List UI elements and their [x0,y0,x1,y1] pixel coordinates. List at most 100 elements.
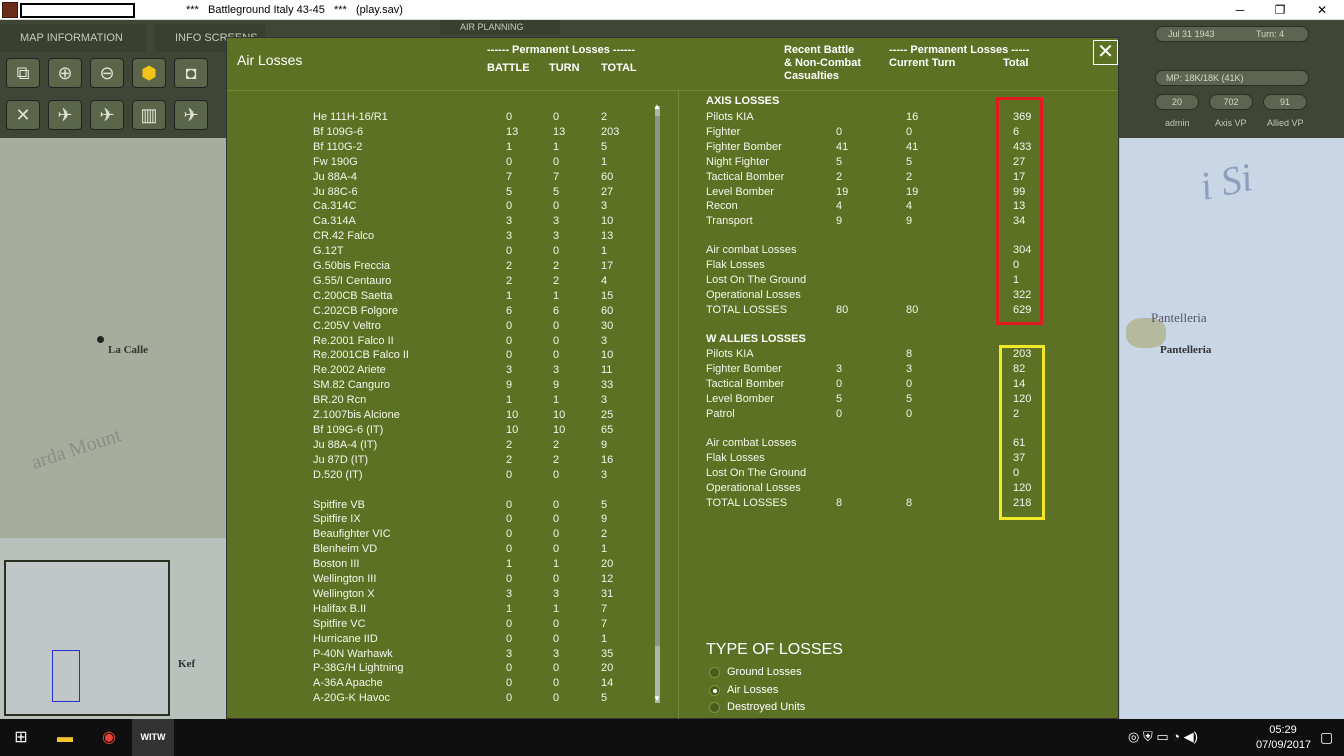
battle-value: 2 [506,260,513,272]
recent-value: 19 [836,185,849,198]
aircraft-name: Bf 110G-2 [313,140,363,153]
total-value: 203 [601,125,620,138]
aircraft-row: SM.82 Canguro 9 9 33 [227,379,667,394]
close-icon[interactable]: ✕ [1093,40,1118,65]
turn-value: 5 [553,185,560,198]
game-taskbar-icon[interactable]: WITW [132,719,174,756]
aircraft-list-scrollbar[interactable] [655,106,660,703]
battle-value: 6 [506,304,513,317]
hex-grid-icon[interactable]: ⬢ [132,58,166,88]
total-value: 6 [1013,125,1020,138]
clock-time[interactable]: 05:29 [1269,724,1297,736]
clock-date[interactable]: 07/09/2017 [1256,739,1312,751]
loss-row: Flak Losses 0 [706,259,1046,274]
radio-dot-icon[interactable] [709,702,720,713]
maximize-button[interactable]: ❐ [1274,3,1286,17]
recent-value: 8 [836,496,843,509]
aircraft-row: Blenheim VD 0 0 1 [227,543,667,558]
battle-value: 2 [506,453,513,466]
chrome-icon[interactable]: ◉ [102,729,116,746]
loss-row: Level Bomber 5 5 120 [706,393,1046,408]
tray-icons[interactable]: ◎ ⛨ ▭ ◔ ◀) [1128,729,1199,744]
air-transfer-icon[interactable]: ✈ [174,100,208,130]
aircraft-row: Bf 109G-6 13 13 203 [227,126,667,141]
scrollbar-thumb[interactable] [655,116,660,646]
tab-air-planning[interactable]: AIR PLANNING [440,20,560,34]
ground-mode-icon[interactable]: ✕ [6,100,40,130]
loss-category: Recon [706,200,738,213]
total-value: 120 [1013,481,1032,494]
radio-dot-icon[interactable] [709,667,720,678]
aircraft-name: Re.2001CB Falco II [313,349,409,362]
radio-ground-losses[interactable]: Ground Losses [709,665,1009,681]
battle-value: 0 [506,692,513,705]
turn-value: 3 [553,587,560,600]
scroll-up-icon[interactable]: ▲ [653,102,661,111]
tab-map-information[interactable]: MAP INFORMATION [0,24,146,52]
redacted-name-box [20,3,135,18]
total-value: 13 [1013,200,1026,213]
total-value: 17 [1013,170,1026,183]
app-icon [2,2,18,18]
unit-stack-icon[interactable]: ◘ [174,58,208,88]
total-value: 1 [601,632,608,645]
col-header-recent-2: & Non-Combat [784,57,861,69]
turn-value: 0 [553,498,560,511]
total-value: 3 [601,334,608,347]
minimap-viewport[interactable] [52,650,80,702]
axis-vp-box: 702 [1209,94,1253,110]
total-value: 9 [601,513,608,526]
aircraft-row: Bf 110G-2 1 1 5 [227,141,667,156]
total-value: 218 [1013,496,1032,509]
file-explorer-icon[interactable]: ▬ [57,729,73,746]
sea-area [1120,138,1344,719]
total-value: 1 [1013,273,1020,286]
loss-category: Lost On The Ground [706,273,807,286]
turn-value: 6 [553,304,560,317]
minimize-button[interactable]: ─ [1235,3,1245,17]
aircraft-row: D.520 (IT) 0 0 3 [227,469,667,484]
header-divider [227,90,1118,91]
recent-value: 4 [836,200,843,213]
turn-value: 1 [553,140,560,153]
axis-losses-title: AXIS LOSSES [706,95,780,107]
total-value: 20 [601,662,614,675]
close-window-button[interactable]: ✕ [1316,3,1328,17]
scroll-down-icon[interactable]: ▼ [653,694,661,703]
zoom-in-icon[interactable]: ⊕ [48,58,82,88]
loss-row: Patrol 0 0 2 [706,408,1046,423]
window-mode-icon[interactable]: ⧉ [6,58,40,88]
total-value: 31 [601,587,614,600]
notification-icon[interactable]: ▢ [1320,729,1334,745]
radio-dot-icon[interactable] [709,684,720,696]
start-icon[interactable]: ⊞ [14,729,28,746]
current-turn-value: 9 [906,215,913,228]
airbase-icon[interactable]: ✈ [48,100,82,130]
aircraft-row: A-36A Apache 0 0 14 [227,677,667,692]
zoom-out-icon[interactable]: ⊖ [90,58,124,88]
total-value: 27 [601,185,614,198]
loss-row: Air combat Losses 304 [706,244,1046,259]
turn-value: 0 [553,513,560,526]
aircraft-name: Beaufighter VIC [313,528,391,541]
island [1126,318,1166,348]
aircraft-row: Re.2002 Ariete 3 3 11 [227,364,667,379]
turn-value: 2 [553,438,560,451]
total-value: 1 [601,155,608,168]
aircraft-row: Ca.314C 0 0 3 [227,200,667,215]
total-value: 1 [601,543,608,556]
minimap[interactable] [4,560,170,716]
air-mission-icon[interactable]: ✈ [90,100,124,130]
map-label-pantelleria: Pantelleria [1160,344,1212,356]
axis-total-highlight [996,97,1043,325]
aircraft-name: C.202CB Folgore [313,304,398,317]
radio-air-losses[interactable]: Air Losses [709,683,1009,699]
battle-value: 1 [506,394,513,407]
loss-row: Tactical Bomber 0 0 14 [706,378,1046,393]
radio-destroyed-units[interactable]: Destroyed Units [709,700,1009,716]
loss-category: Level Bomber [706,185,774,198]
label-axis-vp: Axis VP [1215,118,1247,128]
factory-icon[interactable]: ▥ [132,100,166,130]
battle-value: 0 [506,513,513,526]
battle-value: 1 [506,140,513,153]
